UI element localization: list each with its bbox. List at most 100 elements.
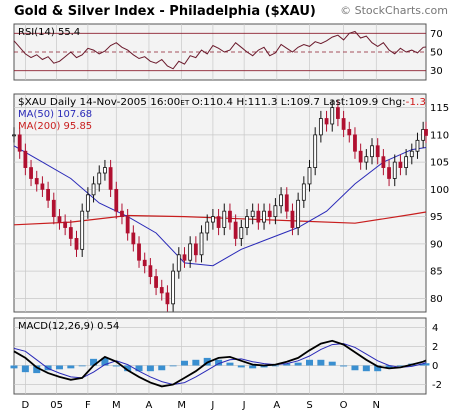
price-candle xyxy=(273,205,278,218)
price-candle xyxy=(40,183,45,190)
price-candle xyxy=(108,167,113,190)
macd-histogram-bar xyxy=(226,362,234,366)
price-legend-part: O:110.4 H:111.3 L:109.7 Last:109.9 xyxy=(192,97,382,108)
macd-tick-label: -2 xyxy=(432,380,442,391)
price-candle xyxy=(262,210,266,223)
macd-histogram-bar xyxy=(55,365,63,370)
x-tick-label: A xyxy=(273,400,280,411)
price-candle xyxy=(205,221,210,234)
x-tick-label: 05 xyxy=(50,400,63,411)
price-legend-part: $XAU Daily xyxy=(18,97,80,108)
macd-histogram-bar xyxy=(10,365,18,369)
macd-histogram-bar xyxy=(340,365,348,367)
price-candle xyxy=(51,199,56,218)
price-candle xyxy=(330,107,335,125)
macd-histogram-bar xyxy=(396,365,404,367)
price-candle xyxy=(80,210,85,250)
macd-histogram-bar xyxy=(33,365,41,374)
macd-histogram-bar xyxy=(90,358,98,366)
price-candle xyxy=(250,210,255,218)
price-panel: 115 110 105 100 95 90 85 80 $XAU Daily 14-Nov-20… xyxy=(12,93,449,313)
chart-title: Gold & Silver Index - Philadelphia ($XAU… xyxy=(14,4,316,19)
macd-histogram-bar xyxy=(192,359,200,366)
macd-tick-label: 0 xyxy=(432,361,438,372)
price-candle xyxy=(74,238,79,250)
price-candle xyxy=(245,216,249,228)
price-candle xyxy=(91,183,96,196)
price-candle xyxy=(216,216,221,228)
price-tick-label: 90 xyxy=(430,239,443,250)
price-candle xyxy=(284,194,289,212)
price-tick-label: 110 xyxy=(430,130,449,141)
price-candle xyxy=(336,107,340,119)
macd-histogram-bar xyxy=(283,363,291,366)
price-candle xyxy=(29,167,33,179)
price-candle xyxy=(199,232,204,256)
macd-histogram-bar xyxy=(328,361,336,366)
price-candle xyxy=(324,118,329,125)
macd-histogram-bar xyxy=(169,365,177,367)
price-candle xyxy=(142,259,147,267)
price-candle xyxy=(68,227,73,239)
price-candle xyxy=(46,188,50,201)
macd-histogram-bar xyxy=(124,365,132,372)
x-tick-label: A xyxy=(146,400,153,411)
ma50-legend: MA(50) 107.68 xyxy=(18,109,92,120)
price-tick-label: 80 xyxy=(430,294,443,305)
price-candle xyxy=(120,210,124,218)
price-candle xyxy=(233,221,238,239)
price-candle xyxy=(318,118,323,136)
price-candle xyxy=(296,199,301,228)
macd-histogram-bar xyxy=(374,365,382,372)
price-candle xyxy=(424,129,428,136)
price-candle xyxy=(290,210,295,228)
x-tick-label: N xyxy=(373,400,380,411)
macd-histogram-bar xyxy=(215,359,223,366)
x-axis: D 05 F M A M J J A S O N xyxy=(22,400,381,411)
macd-histogram-bar xyxy=(112,365,120,367)
x-tick-label: M xyxy=(112,400,121,411)
macd-histogram-bar xyxy=(260,365,268,368)
price-tick-label: 95 xyxy=(430,212,443,223)
rsi-legend: RSI(14) 55.4 xyxy=(18,27,80,38)
macd-histogram-bar xyxy=(158,365,166,371)
price-candle xyxy=(409,150,414,158)
price-candle xyxy=(364,156,369,163)
macd-histogram-bar xyxy=(237,365,245,368)
macd-histogram-bar xyxy=(67,365,75,369)
price-candle xyxy=(148,265,153,277)
macd-histogram-bar xyxy=(146,365,154,372)
price-candle xyxy=(188,243,193,261)
macd-histogram-bar xyxy=(385,365,393,369)
x-tick-label: D xyxy=(22,400,30,411)
macd-tick-label: 2 xyxy=(432,342,438,353)
x-tick-label: M xyxy=(177,400,186,411)
price-candle xyxy=(210,216,215,223)
price-candle xyxy=(137,243,141,261)
x-tick-label: O xyxy=(340,400,348,411)
price-candle xyxy=(279,194,283,207)
x-tick-label: J xyxy=(210,400,214,411)
price-candle xyxy=(313,134,318,168)
macd-histogram-bar xyxy=(78,365,86,367)
rsi-tick-label: 30 xyxy=(430,66,443,77)
price-candle xyxy=(381,156,386,168)
price-candle xyxy=(23,150,28,168)
macd-line xyxy=(13,339,427,388)
price-candle xyxy=(222,210,227,228)
macd-histogram-bar xyxy=(306,359,314,366)
macd-histogram-bar xyxy=(135,365,143,372)
macd-histogram-bar xyxy=(422,363,430,366)
price-candle xyxy=(85,194,90,212)
price-candle xyxy=(176,254,181,272)
price-legend-part: Chg: xyxy=(382,97,406,108)
price-legend-part: 16:00 xyxy=(150,97,180,108)
macd-panel: 4 2 0 -2 MACD(12,26,9) 0.54 xyxy=(10,317,442,395)
price-tick-label: 115 xyxy=(430,103,449,114)
price-candle xyxy=(353,134,357,152)
price-candle xyxy=(267,210,272,218)
price-frame xyxy=(13,93,427,313)
price-candle xyxy=(154,276,158,288)
price-candle xyxy=(125,216,130,234)
price-candle xyxy=(256,210,261,223)
